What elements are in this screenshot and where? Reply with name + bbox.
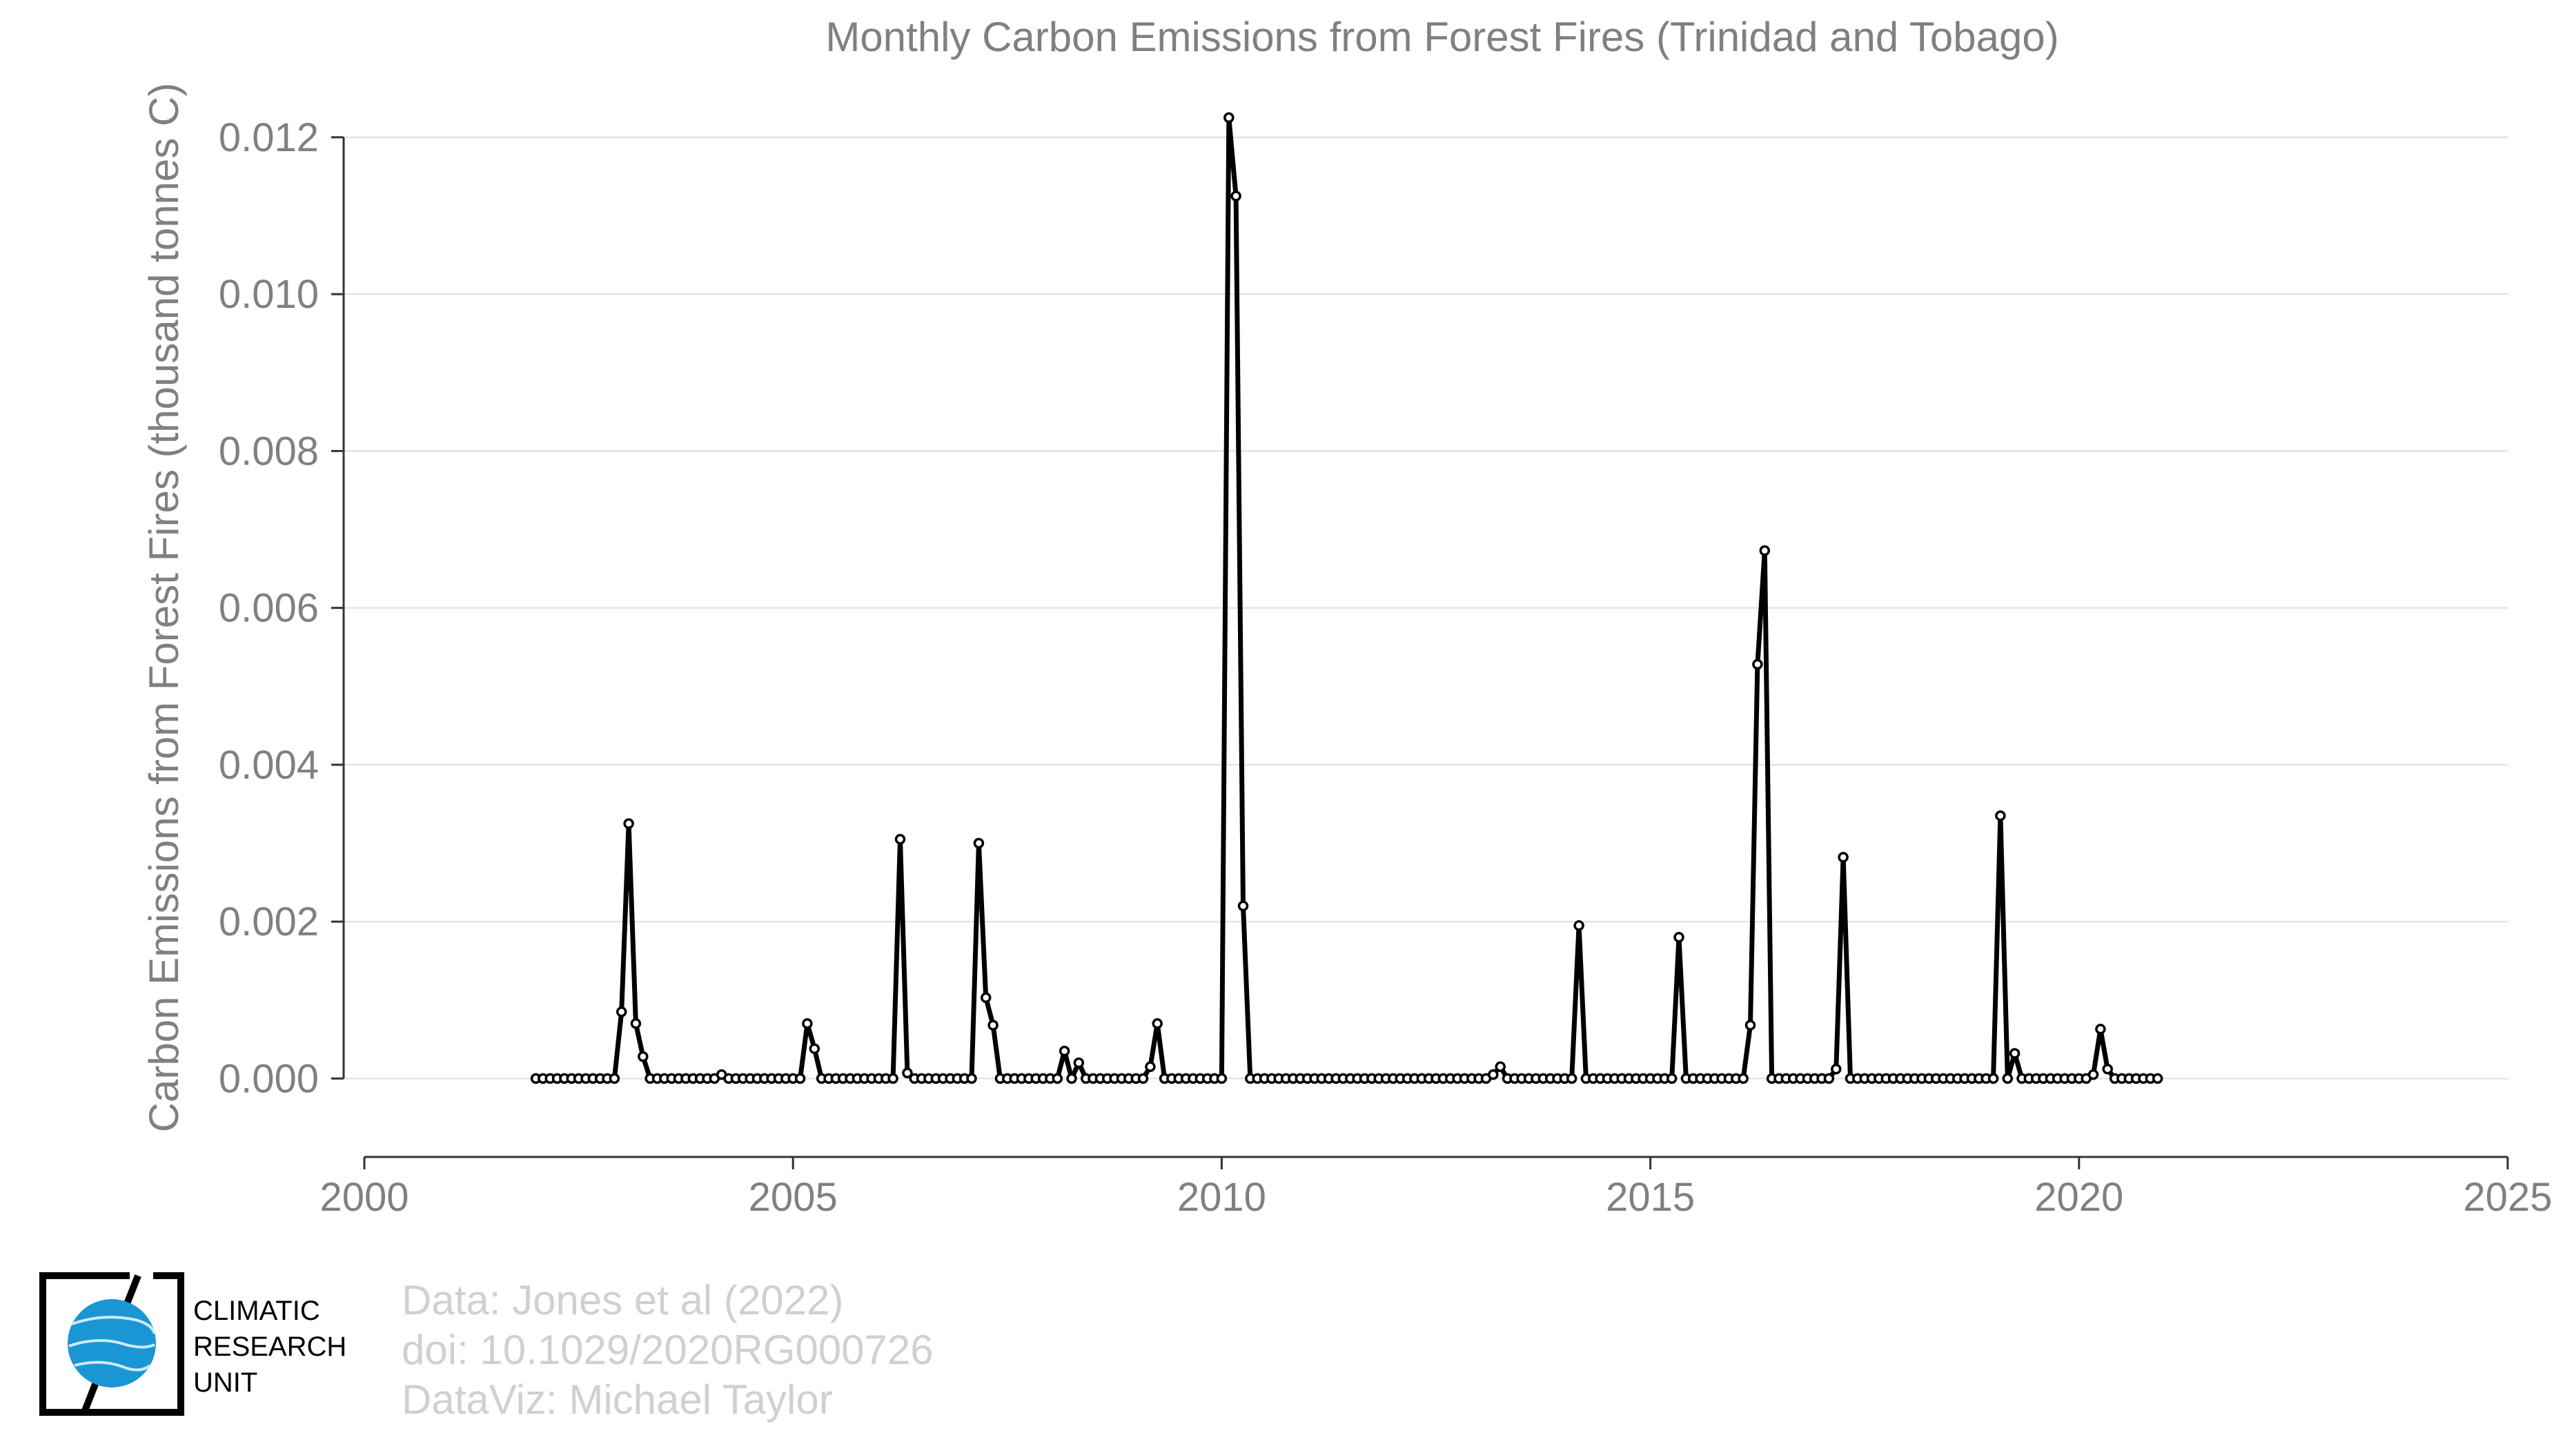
data-point [1137,1073,1149,1084]
x-tick-label: 2015 [1606,1175,1695,1220]
x-tick-label: 2005 [749,1175,838,1220]
chart-title: Monthly Carbon Emissions from Forest Fir… [825,14,2058,60]
y-tick-label: 0.008 [219,429,319,474]
axes: 0.000 0.002 0.004 0.006 0.008 0.010 0.012 2000 2… [219,115,2553,1220]
y-tick-label: 0.010 [219,272,319,317]
logo-text-line1: CLIMATIC [193,1296,320,1326]
data-point [987,1020,999,1031]
x-tick-label: 2000 [319,1175,409,1220]
data-point [1230,191,1241,202]
data-point [623,818,634,829]
data-point [1573,920,1584,931]
data-point [2095,1024,2106,1035]
data-point [1223,112,1235,124]
data-point [1987,1073,1999,1084]
data-point [1495,1061,1506,1073]
y-tick-label: 0.006 [219,586,319,631]
x-tick-label: 2025 [2463,1175,2552,1220]
data-point [1759,545,1771,556]
globe-swirl-2 [68,1338,155,1349]
data-point [887,1073,898,1084]
x-tick-label: 2010 [1177,1175,1266,1220]
data-point [794,1073,806,1084]
data-point [1744,1020,1756,1031]
y-tick-label: 0.004 [219,743,319,788]
data-point [2087,1069,2099,1080]
series-line [535,115,2158,1081]
data-point [1052,1073,1063,1084]
globe-swirl-3 [74,1361,152,1372]
data-point [1066,1073,1077,1084]
data-point [966,1073,977,1084]
grid [344,136,2508,1080]
data-point [1216,1073,1228,1084]
data-point [1073,1057,1085,1069]
data-point [973,837,985,849]
x-tick-label: 2020 [2034,1175,2123,1220]
y-tick-label: 0.002 [219,899,319,944]
y-tick-label: 0.000 [219,1056,319,1101]
data-point [809,1043,820,1054]
logo-text-line2: RESEARCH [193,1332,346,1362]
data-point [1823,1073,1835,1084]
data-point [1488,1069,1499,1080]
logo-text-line3: UNIT [193,1367,257,1398]
data-point [980,992,992,1004]
data-point [1752,659,1763,670]
data-point [2152,1073,2163,1084]
credits: Data: Jones et al (2022) doi: 10.1029/20… [402,1277,934,1423]
data-point [1738,1073,1749,1084]
data-point [609,1073,620,1084]
credit-data-source: Data: Jones et al (2022) [402,1277,843,1323]
credit-dataviz: DataViz: Michael Taylor [402,1376,833,1423]
y-axis-title: Carbon Emissions from Forest Fires (thou… [141,83,187,1133]
data-point [1237,900,1249,912]
data-point [1152,1018,1163,1029]
data-point [1145,1061,1156,1073]
data-point [1838,852,1849,863]
data-point [616,1006,627,1017]
data-point [1059,1045,1070,1057]
data-point [2102,1063,2113,1075]
data-point [638,1051,649,1062]
climatic-research-unit-logo: CLIMATIC RESEARCH UNIT [39,1272,346,1416]
globe-icon [68,1299,156,1387]
series [530,112,2163,1084]
data-point [2002,1073,2014,1084]
logo-frame-left [39,1272,130,1416]
data-point [802,1018,813,1029]
data-point [1673,932,1684,943]
data-point [2009,1048,2021,1059]
data-point [1666,1073,1678,1084]
data-point [1995,810,2006,821]
globe-swirl-1 [71,1316,156,1334]
credit-doi: doi: 10.1029/2020RG000726 [402,1327,934,1373]
data-point [894,834,906,845]
data-point [1566,1073,1577,1084]
data-point [1831,1063,1842,1075]
logo-frame-right [92,1272,184,1416]
y-tick-label: 0.012 [219,115,319,160]
data-point [630,1018,642,1029]
data-point [902,1067,913,1079]
